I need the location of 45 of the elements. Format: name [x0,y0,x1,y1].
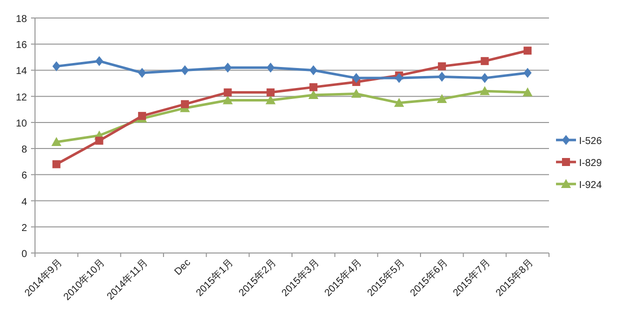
point [224,62,232,73]
y-tick-label: 0 [21,249,28,260]
point [394,98,404,107]
y-tick-label: 6 [21,170,28,182]
point [180,65,189,76]
legend-label: I-829 [579,158,602,169]
y-tick-label: 14 [16,66,28,78]
point [224,88,232,96]
point [222,95,233,104]
point [266,62,275,73]
point [138,68,146,78]
y-tick-label: 18 [16,14,28,25]
point [51,137,62,146]
point [480,57,489,66]
point [95,136,104,145]
point [52,160,60,168]
legend-label: I-526 [579,136,602,147]
point [351,88,362,98]
y-tick-label: 10 [16,118,28,130]
point [180,100,189,108]
y-tick-label: 12 [16,92,28,104]
point [522,87,533,96]
point [480,73,489,84]
point [266,88,275,96]
point [524,46,532,55]
point [395,73,404,84]
y-tick-label: 16 [16,40,28,52]
legend-label: I-924 [579,180,602,191]
point [308,90,318,100]
point [438,72,446,82]
point [309,83,318,92]
y-tick-label: 4 [21,196,28,208]
point [352,73,360,84]
y-tick-label: 2 [21,222,28,234]
point [438,62,446,70]
point [309,65,318,76]
x-tick-label: Dec [172,257,194,278]
point [138,112,146,120]
y-tick-label: 8 [21,144,28,156]
point [95,56,104,66]
point [480,86,490,96]
point [524,68,532,78]
point [266,95,276,104]
point [436,94,447,103]
point [52,61,60,72]
